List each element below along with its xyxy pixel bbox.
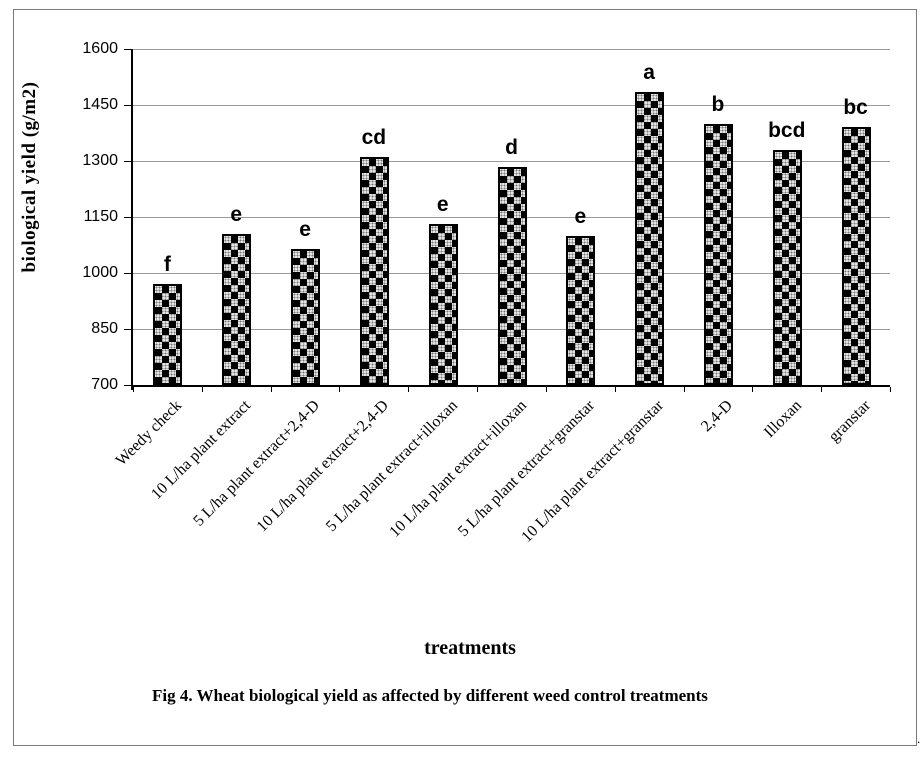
bar-1 [153, 284, 183, 385]
x-axis-line [131, 385, 890, 387]
y-axis-tick [124, 105, 131, 106]
x-axis-tick [339, 387, 341, 392]
y-tick-label: 1300 [82, 152, 118, 169]
bar-11 [841, 127, 871, 385]
y-tick-label: 1450 [82, 96, 118, 113]
bar-significance-label: bcd [768, 118, 806, 142]
bar-significance-label: e [299, 217, 311, 241]
x-axis-tick [890, 387, 891, 392]
x-axis-title: treatments [424, 637, 516, 659]
gridline [133, 105, 890, 106]
bar-4 [359, 157, 389, 385]
x-axis-tick [545, 387, 547, 392]
y-axis-tick [124, 161, 131, 162]
bar-significance-label: e [230, 202, 243, 226]
bar-2 [222, 233, 252, 385]
x-axis-tick [683, 387, 685, 392]
y-tick-label: 1600 [82, 40, 118, 57]
y-tick-label: 700 [91, 376, 118, 393]
bar-5 [428, 224, 458, 385]
bar-3 [291, 248, 321, 385]
bar-7 [566, 235, 596, 385]
x-axis-tick [408, 387, 410, 392]
x-axis-tick [752, 387, 754, 392]
gridline [133, 161, 890, 162]
x-axis-tick [477, 387, 479, 392]
bar-significance-label: b [711, 92, 725, 116]
y-tick-label: 850 [91, 320, 118, 337]
y-axis-tick [124, 49, 131, 50]
bar-significance-label: e [574, 204, 587, 228]
bar-significance-label: f [163, 253, 171, 277]
bar-9 [703, 123, 733, 385]
x-axis-tick [614, 387, 616, 392]
y-axis-tick [124, 385, 131, 386]
x-axis-tick [201, 387, 203, 392]
trailing-period: . [917, 731, 921, 746]
bar-significance-label: d [505, 135, 518, 159]
bar-significance-label: bc [843, 96, 868, 120]
bar-significance-label: cd [361, 126, 387, 150]
bar-8 [635, 91, 665, 385]
bar-significance-label: e [436, 193, 449, 217]
y-axis-tick [124, 273, 131, 274]
x-axis-tick [270, 387, 272, 392]
y-tick-label: 1150 [83, 208, 118, 225]
bar-significance-label: a [643, 60, 655, 84]
y-tick-label: 1000 [82, 264, 118, 281]
y-axis-line [131, 49, 133, 390]
bar-6 [497, 166, 527, 385]
bar-10 [772, 149, 802, 385]
x-axis-tick [133, 387, 134, 392]
y-axis-title: biological yield (g/m2) [19, 81, 40, 273]
figure-caption: Fig 4. Wheat biological yield as affecte… [152, 686, 708, 705]
y-axis-tick [124, 217, 131, 218]
x-axis-tick [821, 387, 823, 392]
y-axis-tick [124, 329, 131, 330]
gridline [133, 49, 890, 50]
